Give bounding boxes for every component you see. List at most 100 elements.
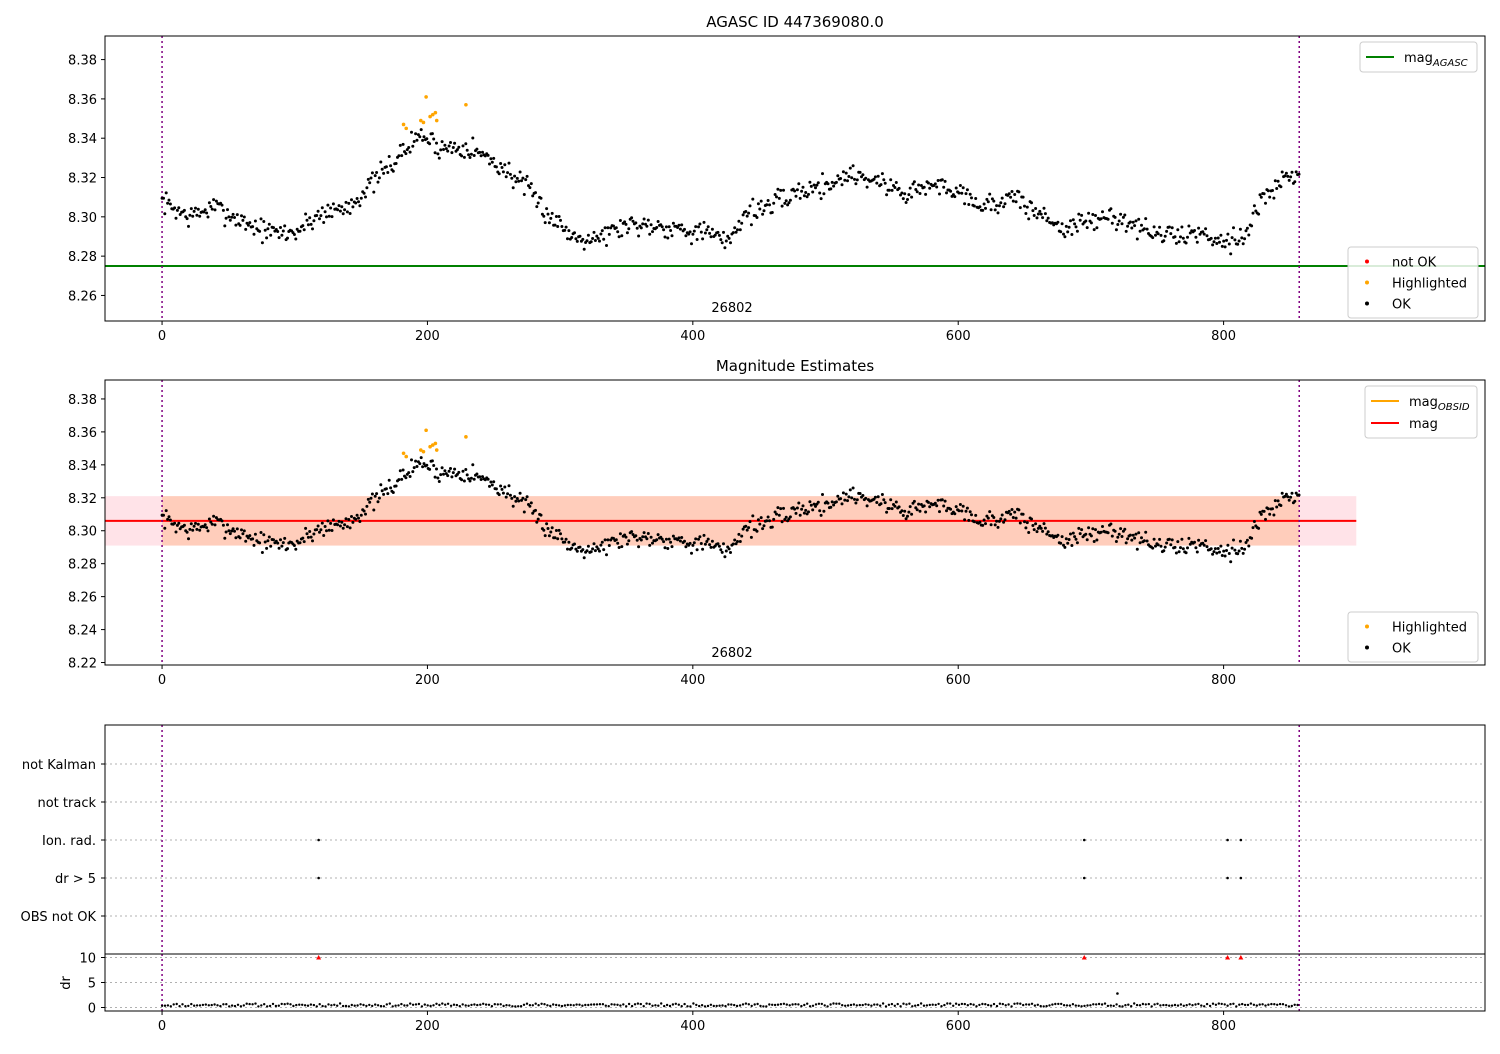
dr-point — [846, 1004, 850, 1007]
ok-point — [614, 226, 618, 230]
dr-point — [674, 1002, 677, 1005]
ok-point — [1014, 516, 1018, 520]
ok-point — [829, 187, 833, 191]
ok-point — [1222, 549, 1226, 553]
ok-point — [772, 201, 776, 205]
ok-point — [398, 469, 402, 473]
ok-point — [457, 145, 461, 149]
dr-point — [169, 1005, 172, 1008]
ok-point — [663, 235, 667, 239]
ok-point — [788, 198, 792, 202]
ok-point — [223, 224, 227, 228]
ok-point — [513, 495, 517, 499]
ok-point — [262, 533, 266, 537]
ok-point — [1225, 549, 1228, 552]
ok-point — [358, 204, 362, 208]
ok-point — [499, 162, 503, 165]
ok-point — [191, 214, 195, 218]
ok-point — [811, 190, 815, 194]
ok-point — [173, 521, 177, 525]
highlighted-point — [404, 126, 409, 131]
dr-point — [1276, 1003, 1279, 1006]
ok-point — [391, 491, 395, 494]
dr-point — [257, 1005, 260, 1008]
dr-point — [954, 1002, 958, 1005]
ok-point — [1177, 240, 1181, 244]
dr-point — [336, 1004, 339, 1007]
ok-point — [467, 153, 471, 157]
ok-point — [586, 544, 590, 548]
ok-point — [1024, 526, 1028, 530]
ok-point — [1133, 224, 1137, 228]
ok-point — [710, 227, 714, 231]
ok-point — [894, 181, 898, 184]
ok-point — [1222, 239, 1226, 243]
dr-point — [306, 1004, 310, 1007]
ok-point — [1030, 517, 1033, 521]
ok-point — [630, 530, 634, 534]
dr-point — [563, 1004, 567, 1007]
ok-point — [690, 242, 693, 246]
ok-point — [1173, 235, 1177, 239]
ok-point — [437, 480, 441, 483]
dr-point — [193, 1004, 196, 1007]
ok-point — [846, 179, 849, 183]
dr-point — [560, 1004, 564, 1008]
dr-point — [1036, 1003, 1040, 1006]
y-tick-label: 8.34 — [68, 459, 97, 474]
dr-point — [368, 1003, 371, 1007]
ok-point — [1124, 541, 1128, 545]
ok-point — [528, 186, 532, 190]
ok-point — [1080, 213, 1084, 217]
ok-point — [376, 180, 380, 184]
ok-point — [207, 201, 211, 205]
ok-point — [556, 537, 560, 541]
dr-point — [1226, 1004, 1229, 1007]
ok-point — [451, 146, 455, 149]
dr-point — [420, 1005, 424, 1008]
dr-tick-label: 0 — [88, 1002, 96, 1017]
dr-point — [1188, 1003, 1191, 1006]
ok-point — [617, 235, 621, 239]
ok-point — [162, 196, 165, 200]
ok-point — [323, 210, 327, 214]
ok-point — [1010, 190, 1014, 193]
legend-label: mag — [1409, 417, 1438, 432]
ok-point — [609, 226, 613, 230]
ok-point — [235, 213, 239, 217]
ok-point — [189, 207, 193, 211]
ok-point — [1276, 179, 1280, 183]
ok-point — [606, 538, 610, 542]
ok-point — [574, 547, 578, 551]
ok-point — [188, 527, 192, 531]
ok-point — [373, 494, 377, 498]
ok-point — [1144, 530, 1148, 534]
ok-point — [1092, 540, 1096, 543]
ok-point — [305, 532, 309, 536]
ok-point — [471, 463, 475, 467]
ok-point — [992, 516, 996, 519]
flag-point — [1239, 876, 1243, 880]
dr-point — [1074, 1004, 1078, 1007]
ok-point — [880, 493, 884, 496]
ok-point — [777, 513, 781, 517]
ok-point — [970, 196, 973, 200]
x-tick-label: 0 — [158, 1019, 166, 1034]
dr-point — [934, 1003, 937, 1007]
dr-point — [160, 1004, 164, 1007]
ok-point — [1197, 226, 1201, 230]
ok-point — [1181, 547, 1185, 551]
ok-point — [1101, 210, 1104, 214]
dr-point — [484, 1003, 488, 1006]
ok-point — [483, 154, 487, 158]
dr-point — [633, 1003, 637, 1006]
ok-point — [938, 510, 941, 514]
ok-point — [1195, 550, 1199, 554]
ok-point — [305, 218, 309, 222]
panel-1-plot: 0 200 400 600 8008.268.288.308.328.348.368.3… — [68, 35, 1486, 344]
ok-point — [890, 188, 894, 192]
ok-point — [729, 241, 732, 245]
ok-point — [949, 507, 953, 511]
ok-point — [751, 197, 755, 201]
ok-point — [195, 527, 199, 531]
